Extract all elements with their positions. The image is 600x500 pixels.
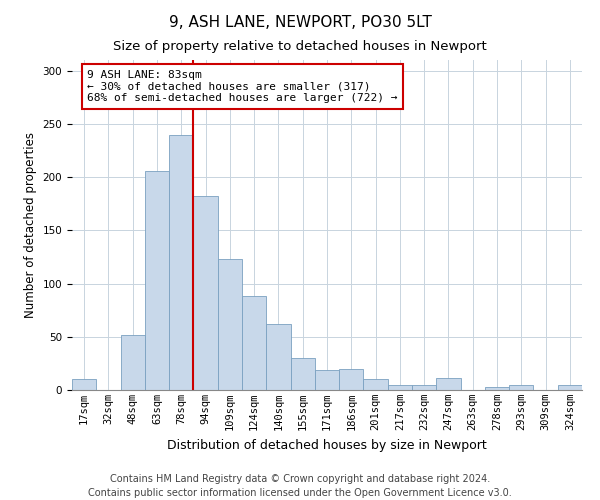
Bar <box>509 384 533 390</box>
Bar <box>72 380 96 390</box>
Bar <box>364 380 388 390</box>
Bar <box>412 384 436 390</box>
Bar <box>436 378 461 390</box>
X-axis label: Distribution of detached houses by size in Newport: Distribution of detached houses by size … <box>167 438 487 452</box>
Bar <box>388 384 412 390</box>
Bar <box>290 358 315 390</box>
Bar <box>218 259 242 390</box>
Bar <box>121 334 145 390</box>
Text: Size of property relative to detached houses in Newport: Size of property relative to detached ho… <box>113 40 487 53</box>
Bar <box>145 170 169 390</box>
Bar <box>193 196 218 390</box>
Text: 9, ASH LANE, NEWPORT, PO30 5LT: 9, ASH LANE, NEWPORT, PO30 5LT <box>169 15 431 30</box>
Bar <box>558 384 582 390</box>
Text: 9 ASH LANE: 83sqm
← 30% of detached houses are smaller (317)
68% of semi-detache: 9 ASH LANE: 83sqm ← 30% of detached hous… <box>88 70 398 103</box>
Bar <box>266 324 290 390</box>
Y-axis label: Number of detached properties: Number of detached properties <box>24 132 37 318</box>
Text: Contains HM Land Registry data © Crown copyright and database right 2024.
Contai: Contains HM Land Registry data © Crown c… <box>88 474 512 498</box>
Bar <box>485 387 509 390</box>
Bar <box>339 368 364 390</box>
Bar <box>242 296 266 390</box>
Bar <box>169 134 193 390</box>
Bar <box>315 370 339 390</box>
